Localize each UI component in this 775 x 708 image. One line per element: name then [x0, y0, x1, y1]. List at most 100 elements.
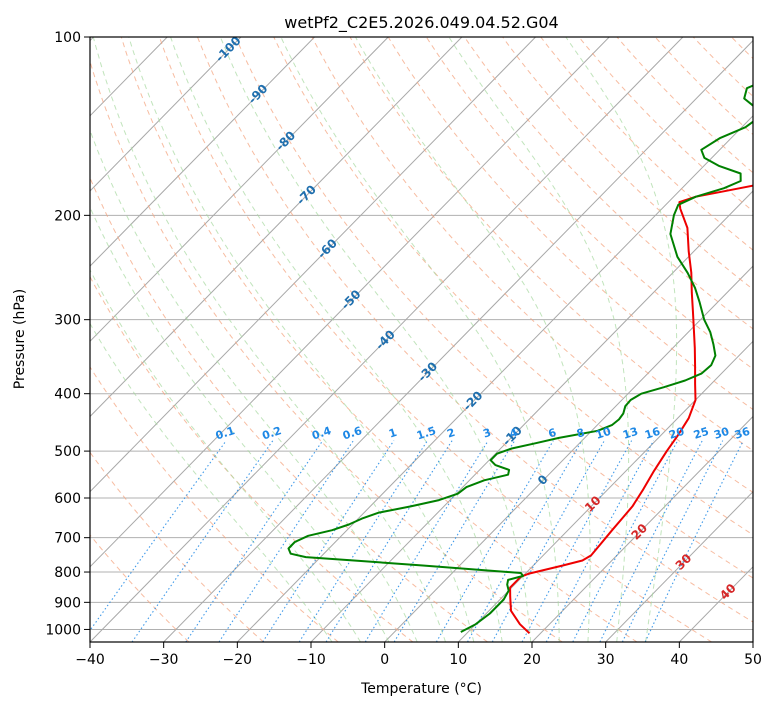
dry-adiabat-line [90, 176, 488, 642]
mixing-ratio-line [393, 440, 516, 642]
mixing-ratio-line [364, 440, 489, 642]
y-axis-title: Pressure (hPa) [12, 289, 28, 389]
mixing-ratio-line [185, 440, 324, 642]
isotherm-line [236, 115, 753, 642]
mixing-ratio-label: 0.6 [341, 424, 364, 442]
dry-adiabat-line [90, 59, 563, 642]
y-tick-label: 800 [54, 565, 81, 581]
dry-adiabat-line [540, 37, 753, 251]
dry-adiabat-line [90, 534, 190, 642]
mixing-ratio-label: 16 [643, 425, 662, 442]
mixing-ratio-label: 8 [575, 426, 586, 441]
y-tick-label: 900 [54, 595, 81, 611]
moist-adiabat-line [170, 37, 503, 642]
x-tick-label: 0 [380, 652, 389, 668]
dry-adiabat-line [235, 37, 753, 579]
moist-adiabat-line [90, 206, 390, 642]
dry-adiabat-line [90, 451, 264, 642]
dewpoint-profile-line [287, 84, 753, 633]
mixing-ratio-label: 30 [712, 425, 731, 442]
mixing-ratio-label: 25 [692, 425, 711, 442]
mixing-ratio-label: 6 [547, 426, 559, 441]
temperature-profile-line [509, 184, 753, 635]
mixing-ratio-line [90, 440, 227, 632]
mixing-ratio-label: 0.1 [214, 424, 237, 442]
x-tick-label: 20 [523, 652, 541, 668]
moist-adiabat-line [280, 37, 560, 642]
dry-adiabat-line [425, 37, 753, 370]
moist-adiabat-line [355, 37, 591, 642]
mixing-ratio-line [131, 440, 274, 642]
mixing-ratio-line [491, 440, 605, 642]
y-tick-label: 300 [54, 313, 81, 329]
mixing-ratio-line [218, 440, 354, 642]
y-tick-label: 700 [54, 531, 81, 547]
mixing-ratio-label: 4 [508, 426, 520, 441]
isotherm-line [90, 37, 610, 568]
isotherm-line [90, 37, 242, 192]
dry-adiabat-line [90, 275, 414, 642]
y-tick-label: 600 [54, 491, 81, 507]
moist-adiabat-line [92, 37, 446, 642]
x-axis-title: Temperature (°C) [360, 681, 482, 697]
mixing-ratio-label: 3 [481, 426, 492, 441]
dry-adiabat-line [158, 37, 712, 642]
y-tick-label: 1000 [45, 622, 81, 638]
dry-adiabat-line [273, 37, 753, 536]
y-tick-label: 100 [54, 30, 81, 46]
dry-adiabat-line [578, 37, 753, 212]
dry-adiabat-line [502, 37, 753, 290]
mixing-ratio-label: 13 [621, 425, 640, 442]
mixing-ratio-label: 1.5 [415, 424, 438, 442]
profile-lines [287, 84, 753, 635]
x-tick-label: −10 [296, 652, 326, 668]
x-tick-label: −30 [149, 652, 179, 668]
plot-frame [89, 36, 754, 643]
isotherm-line [90, 37, 536, 493]
moist-adiabat-line [90, 128, 418, 642]
mixing-ratio-label: 10 [594, 425, 613, 442]
mixing-ratio-line [599, 440, 703, 642]
mixing-ratio-label: 2 [445, 426, 456, 441]
chart-title: wetPf2_C2E5.2026.049.04.52.G04 [284, 13, 558, 33]
mixing-ratio-label: 0.4 [310, 424, 333, 442]
mixing-ratio-line [644, 440, 744, 642]
isotherm-line [90, 37, 389, 343]
x-tick-label: 30 [597, 652, 615, 668]
y-tick-label: 400 [54, 387, 81, 403]
y-tick-label: 500 [54, 444, 81, 460]
isotherm-line [90, 37, 684, 642]
isotherm-line [605, 490, 753, 642]
mixing-ratio-label: 20 [667, 425, 686, 442]
x-tick-label: 40 [670, 652, 688, 668]
y-tick-label: 200 [54, 208, 81, 224]
isotherm-line [90, 37, 315, 267]
mixing-ratio-label: 0.2 [261, 424, 284, 442]
axis-ticks: −40 −30 −20 −10 0 10 20 30 40 50 1000 900 800 700 600 5… [45, 30, 762, 668]
moist-adiabat-line [90, 322, 333, 642]
mixing-ratio-line [435, 440, 554, 642]
mixing-ratio-line [521, 440, 633, 642]
x-tick-label: −20 [223, 652, 253, 668]
moist-adiabat-line [448, 37, 630, 642]
isotherm-line [163, 39, 753, 642]
x-tick-label: 10 [449, 652, 467, 668]
mixing-ratio-line [467, 440, 583, 642]
background-lines [90, 37, 753, 642]
x-tick-label: −40 [75, 652, 105, 668]
isotherm-line [90, 37, 463, 418]
mixing-ratio-label: 36 [733, 425, 752, 442]
isotherm-line [384, 265, 753, 642]
isotherm-line [531, 415, 753, 642]
mixing-ratio-line [621, 440, 724, 642]
isotherm-line [457, 340, 753, 642]
x-tick-label: 50 [744, 652, 762, 668]
dry-adiabat-line [464, 37, 753, 330]
mixing-ratio-line [262, 440, 395, 642]
mixing-ratio-line [325, 440, 453, 642]
mixing-ratio-label: 1 [387, 426, 398, 441]
moist-adiabat-line [565, 37, 678, 642]
